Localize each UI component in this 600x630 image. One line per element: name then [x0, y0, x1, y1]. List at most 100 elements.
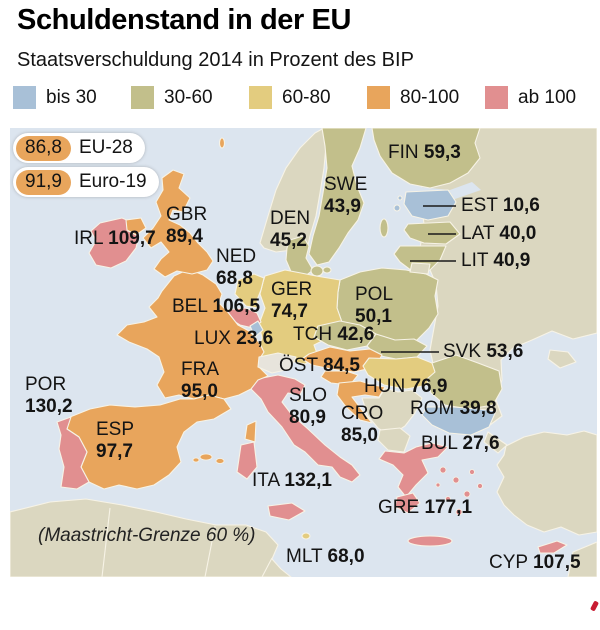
- country-shape-cro: [336, 380, 386, 424]
- page-title: Schuldenstand in der EU: [17, 4, 352, 36]
- island-sardinia: [236, 441, 258, 480]
- country-label-est: EST 10,6: [461, 195, 540, 217]
- region-kaliningrad: [409, 262, 431, 275]
- country-label-por: POR 130,2: [25, 374, 73, 418]
- country-label-irl: IRL 109,7: [74, 228, 156, 250]
- badge-eu28: 86,8 EU-28: [13, 133, 145, 163]
- country-code: GBR: [166, 204, 208, 225]
- legend-label: 60-80: [282, 86, 331, 108]
- country-label-slo: SLO 80,9: [289, 385, 327, 429]
- region-switzerland: [257, 352, 297, 374]
- country-value: 23,6: [236, 328, 274, 349]
- country-code: TCH: [293, 324, 333, 345]
- logo-fragment: [589, 600, 600, 612]
- legend-item-bis-30: bis 30: [13, 86, 131, 109]
- legend-label: ab 100: [518, 86, 577, 108]
- country-value: 89,4: [166, 226, 203, 247]
- country-value: 95,0: [181, 381, 218, 402]
- country-shape-fin: [371, 128, 481, 189]
- region-turkey-thrace: [483, 431, 508, 454]
- country-value: 53,6: [486, 341, 524, 362]
- country-label-lux: LUX 23,6: [194, 328, 273, 350]
- country-code: SLO: [289, 385, 328, 406]
- maastricht-note: (Maastricht-Grenze 60 %): [38, 525, 256, 546]
- country-shape-mlt: [301, 532, 311, 540]
- country-label-gbr: GBR 89,4: [166, 204, 207, 248]
- country-value: 40,0: [499, 223, 537, 244]
- country-shape-den: [285, 235, 314, 278]
- country-label-rom: ROM 39,8: [410, 398, 497, 420]
- country-shape-cyp: [537, 540, 568, 554]
- legend-item-80-100: 80-100: [367, 86, 485, 109]
- region-northern-ireland: [125, 217, 147, 236]
- badge-value: 91,9: [16, 169, 71, 195]
- country-label-esp: ESP 97,7: [96, 419, 134, 463]
- country-code: POL: [355, 284, 394, 305]
- country-label-lat: LAT 40,0: [461, 223, 536, 245]
- country-label-ita: ITA 132,1: [252, 470, 332, 492]
- legend-swatch-olive: [131, 86, 154, 109]
- europe-map-svg: [10, 128, 597, 577]
- country-label-tch: TCH 42,6: [293, 324, 374, 346]
- country-label-ned: NED 68,8: [216, 246, 256, 290]
- aegean-islands: [435, 466, 483, 516]
- island-funen: [322, 266, 332, 274]
- legend-swatch-blue: [13, 86, 36, 109]
- island-shetland: [218, 137, 226, 149]
- legend: bis 30 30-60 60-80 80-100 ab 100: [13, 86, 600, 109]
- country-shape-ita: [250, 374, 361, 483]
- country-code: GER: [271, 279, 313, 300]
- country-code: BUL: [421, 433, 458, 454]
- country-code: FRA: [181, 359, 219, 380]
- country-shape-swe: [308, 128, 367, 266]
- legend-item-ab-100: ab 100: [485, 86, 600, 109]
- country-code: LAT: [461, 223, 495, 244]
- country-code: ROM: [410, 398, 455, 419]
- region-levant: [567, 541, 597, 577]
- country-value: 107,5: [533, 552, 581, 573]
- country-shape-rom: [426, 354, 503, 410]
- country-shape-est: [403, 189, 457, 221]
- callout-lines: [381, 205, 456, 353]
- country-value: 42,6: [337, 324, 375, 345]
- country-value: 109,7: [108, 228, 156, 249]
- country-shape-lux: [249, 320, 264, 338]
- legend-swatch-pink: [485, 86, 508, 109]
- country-label-mlt: MLT 68,0: [286, 546, 365, 568]
- legend-swatch-yellow: [249, 86, 272, 109]
- country-shape-ned: [234, 273, 265, 309]
- country-value: 177,1: [424, 497, 473, 518]
- region-peloponnese: [394, 492, 421, 514]
- region-north-africa: [10, 498, 292, 577]
- country-code: EST: [461, 195, 498, 216]
- africa-borders: [101, 507, 273, 577]
- badge-label: Euro-19: [78, 171, 147, 192]
- country-shape-bul: [421, 406, 497, 436]
- island-corsica: [244, 420, 257, 443]
- island-crete: [407, 535, 453, 547]
- country-label-lit: LIT 40,9: [461, 250, 530, 272]
- badge-value: 86,8: [16, 135, 71, 161]
- country-label-fra: FRA 95,0: [181, 359, 219, 403]
- country-code: POR: [25, 374, 67, 395]
- island-sicily: [267, 502, 306, 521]
- island-gotland: [379, 218, 389, 238]
- country-code: HUN: [364, 376, 406, 397]
- country-label-swe: SWE 43,9: [324, 174, 367, 218]
- country-value: 84,5: [323, 355, 360, 376]
- badge-euro19: 91,9 Euro-19: [13, 167, 159, 197]
- country-shape-gbr: [142, 169, 214, 278]
- country-code: SWE: [324, 174, 368, 195]
- country-shape-fra: [116, 268, 269, 400]
- country-code: NED: [216, 246, 257, 267]
- country-label-bul: BUL 27,6: [421, 433, 500, 455]
- legend-label: 80-100: [400, 86, 460, 108]
- country-value: 132,1: [284, 470, 332, 491]
- island-saaremaa: [393, 204, 401, 212]
- country-code: BEL: [172, 296, 208, 317]
- country-label-cro: CRO 85,0: [341, 403, 383, 447]
- country-value: 106,5: [212, 296, 261, 317]
- country-label-svk: SVK 53,6: [443, 341, 523, 363]
- country-code: ÖST: [279, 355, 318, 376]
